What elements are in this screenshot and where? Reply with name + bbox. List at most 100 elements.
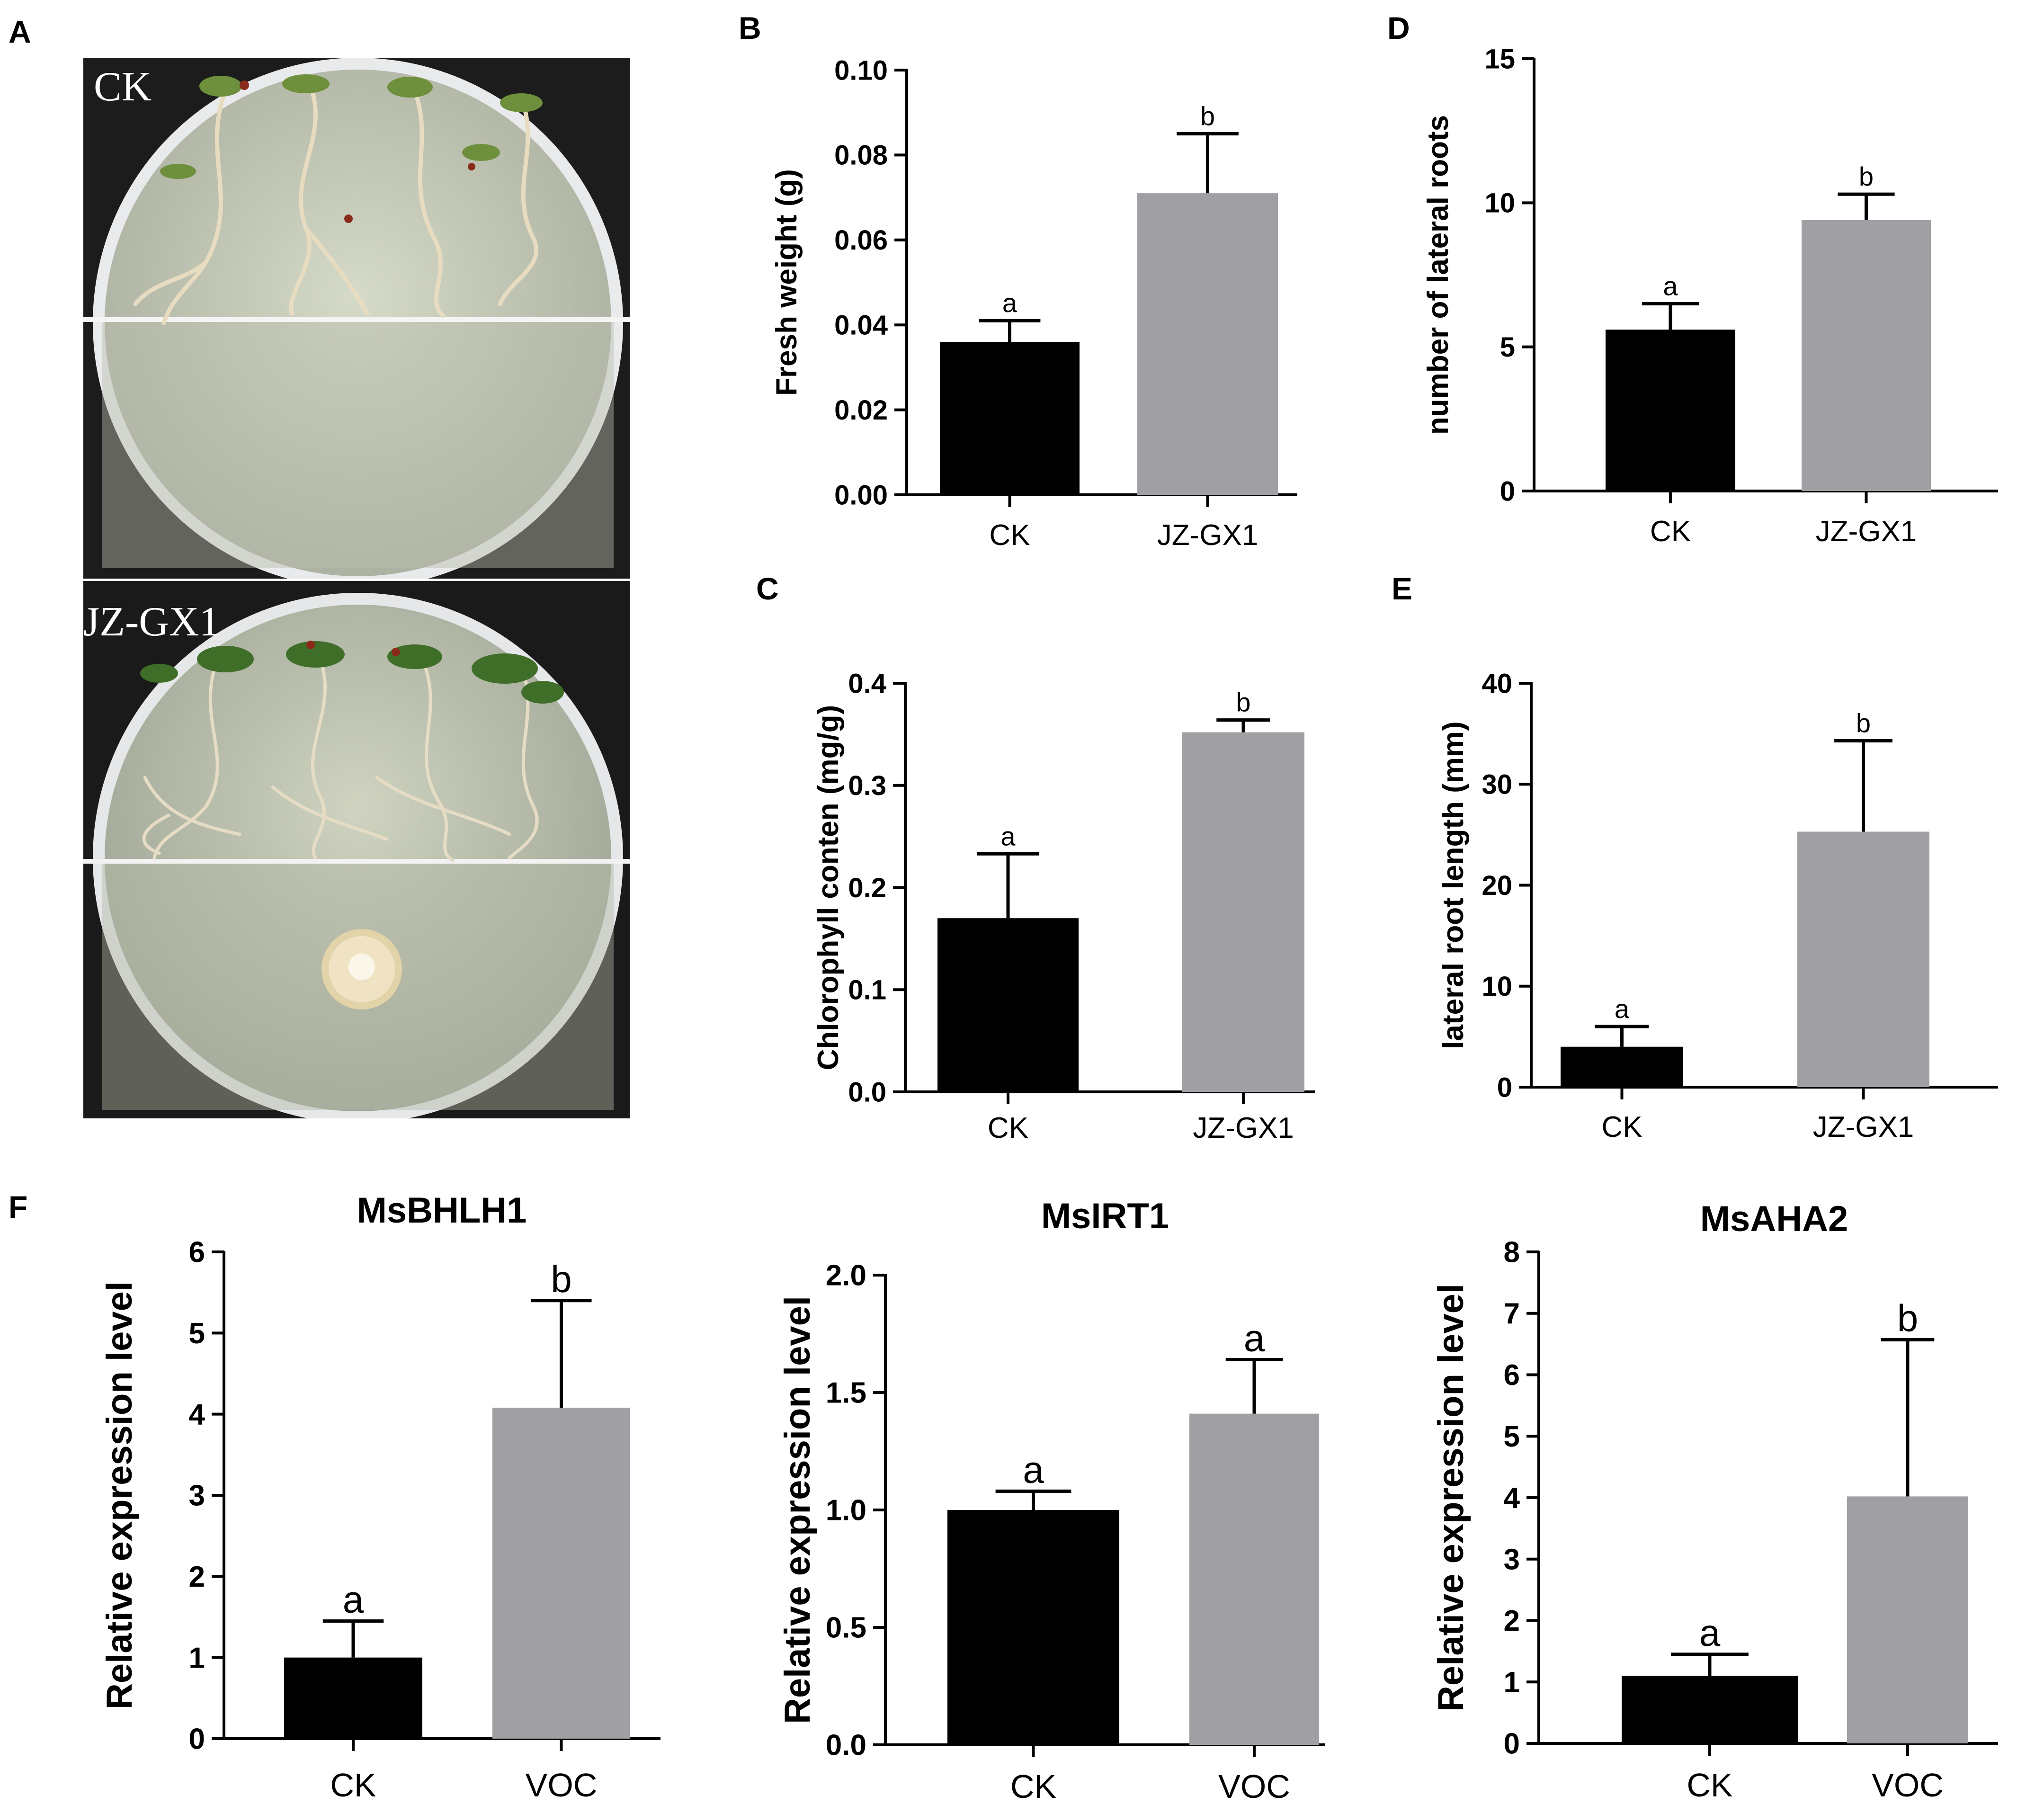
panel-letter-b: B [739, 10, 761, 45]
bar-ck [1622, 1676, 1798, 1743]
chart-e: 0 10 20 30 40 a CK b JZ-GX1 lateral root length (… [1437, 668, 1998, 1143]
y-tick-label: 1 [1504, 1666, 1520, 1699]
x-tick-label: CK [330, 1767, 376, 1804]
panel-letter-c: C [756, 571, 779, 606]
x-tick-label: VOC [1218, 1768, 1290, 1804]
bar-voc [492, 1407, 630, 1739]
significance-letter: b [551, 1258, 572, 1300]
y-axis-label: Relative expression level [1431, 1284, 1471, 1712]
significance-letter: b [1236, 688, 1250, 717]
y-tick-label: 2 [1504, 1605, 1520, 1637]
panel-letter-d: D [1387, 10, 1410, 45]
bar-ck [937, 918, 1079, 1092]
y-tick-label: 8 [1504, 1236, 1520, 1269]
bar-jz-gx1 [1182, 732, 1304, 1092]
x-tick-label: JZ-GX1 [1193, 1112, 1294, 1144]
significance-letter: a [1023, 1448, 1044, 1491]
y-tick-label: 3 [1504, 1543, 1520, 1576]
y-tick-label: 0.1 [848, 975, 886, 1006]
y-tick-label: 0.4 [848, 668, 886, 699]
bar-ck [1606, 330, 1735, 491]
photo-ck: CK [83, 58, 630, 579]
y-tick-label: 4 [189, 1398, 205, 1431]
y-tick-label: 0.0 [826, 1729, 866, 1762]
x-tick-label: CK [989, 519, 1030, 552]
significance-letter: b [1200, 101, 1215, 131]
y-tick-label: 0.04 [834, 310, 888, 341]
y-axis-label: Relative expression level [99, 1281, 140, 1709]
chart-f1: 0 1 2 3 4 5 6 a CK b VOC Relative expression level M… [99, 1190, 661, 1804]
y-tick-label: 0.02 [834, 395, 888, 426]
photo-jz-gx1: JZ-GX1 [83, 581, 630, 1118]
y-tick-label: 2.0 [826, 1259, 866, 1292]
y-tick-label: 40 [1482, 668, 1512, 699]
y-tick-label: 0.08 [834, 140, 888, 171]
y-tick-label: 10 [1482, 971, 1512, 1002]
y-tick-label: 7 [1504, 1297, 1520, 1330]
y-tick-label: 5 [1504, 1420, 1520, 1453]
y-tick-label: 0 [1500, 476, 1515, 507]
y-tick-label: 15 [1484, 44, 1515, 74]
significance-letter: a [1002, 288, 1018, 318]
significance-letter: a [1699, 1612, 1721, 1654]
y-axis-label: Chlorophyll conten (mg/g) [812, 705, 845, 1071]
significance-letter: a [1615, 994, 1630, 1024]
x-tick-label: JZ-GX1 [1813, 1111, 1914, 1143]
chart-title: MsBHLH1 [357, 1190, 527, 1231]
y-tick-label: 1.0 [826, 1494, 866, 1527]
x-tick-label: JZ-GX1 [1157, 519, 1259, 552]
y-tick-label: 5 [1500, 332, 1515, 363]
x-tick-label: CK [1687, 1767, 1732, 1804]
x-tick-label: CK [1601, 1111, 1642, 1143]
significance-letter: a [1244, 1317, 1265, 1359]
y-tick-label: 0.10 [834, 55, 888, 86]
bar-ck [940, 342, 1080, 495]
chart-title: MsAHA2 [1700, 1199, 1848, 1239]
photo-label-ck: CK [94, 64, 152, 110]
bar-voc [1189, 1413, 1319, 1745]
y-tick-label: 2 [189, 1561, 205, 1593]
significance-letter: b [1859, 161, 1874, 191]
y-tick-label: 0.3 [848, 770, 886, 801]
y-axis-label: lateral root length (mm) [1437, 721, 1470, 1049]
significance-letter: b [1856, 708, 1871, 738]
panel-letter-a: A [9, 14, 31, 49]
y-tick-label: 30 [1482, 769, 1512, 800]
significance-letter: a [343, 1579, 364, 1621]
y-tick-label: 10 [1484, 188, 1515, 219]
y-tick-label: 0.5 [826, 1612, 866, 1644]
y-tick-label: 0 [189, 1723, 205, 1756]
bar-jz-gx1 [1797, 831, 1929, 1087]
bar-ck [284, 1657, 422, 1739]
bar-jz-gx1 [1802, 220, 1931, 491]
y-tick-label: 1.5 [826, 1377, 866, 1410]
x-tick-label: CK [988, 1112, 1028, 1144]
panel-letter-e: E [1392, 571, 1412, 606]
y-tick-label: 1 [189, 1642, 205, 1674]
significance-letter: b [1897, 1297, 1919, 1340]
chart-d: 0 5 10 15 a CK b JZ-GX1 number of lateral roots [1422, 44, 1998, 548]
y-tick-label: 20 [1482, 870, 1512, 901]
chart-f2: 0.0 0.5 1.0 1.5 2.0 a CK a VOC Relative expressio… [777, 1196, 1325, 1804]
y-tick-label: 0.00 [834, 480, 888, 510]
x-tick-label: CK [1650, 515, 1691, 548]
y-tick-label: 5 [189, 1317, 205, 1350]
x-tick-label: JZ-GX1 [1816, 515, 1917, 548]
bar-ck [1561, 1046, 1683, 1087]
y-tick-label: 6 [189, 1236, 205, 1269]
significance-letter: a [1663, 271, 1678, 301]
y-tick-label: 0.2 [848, 873, 886, 903]
chart-f3: 0 1 2 3 4 5 6 7 8 a CK b VOC Relative expression leve… [1431, 1199, 1998, 1804]
y-tick-label: 4 [1504, 1482, 1520, 1515]
chart-b: 0.00 0.02 0.04 0.06 0.08 0.10 a CK b JZ-GX1 Fresh … [770, 55, 1297, 552]
y-axis-label: Fresh weight (g) [770, 169, 803, 396]
y-tick-label: 3 [189, 1480, 205, 1512]
y-tick-label: 0 [1504, 1728, 1520, 1760]
y-axis-label: number of lateral roots [1422, 115, 1455, 435]
photo-label-jz-gx1: JZ-GX1 [83, 599, 220, 645]
bar-ck [947, 1510, 1119, 1745]
y-tick-label: 0.0 [848, 1077, 886, 1107]
significance-letter: a [1000, 821, 1016, 851]
y-tick-label: 6 [1504, 1359, 1520, 1392]
